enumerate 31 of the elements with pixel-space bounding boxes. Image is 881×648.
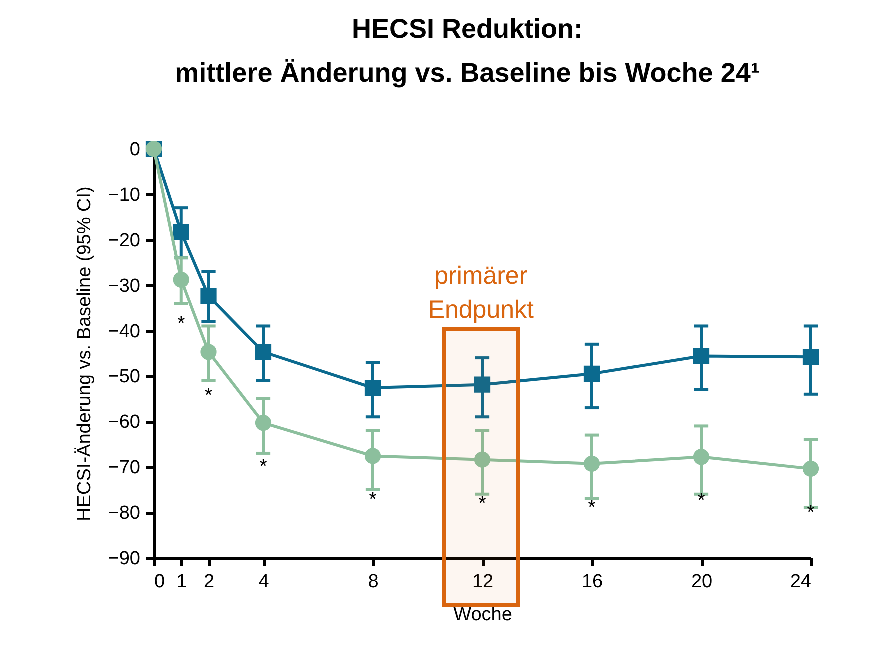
y-tick-label: −80 bbox=[108, 503, 140, 524]
x-tick-label: 16 bbox=[582, 572, 604, 592]
x-tick-label: 20 bbox=[691, 572, 713, 592]
y-tick-label: −90 bbox=[108, 548, 140, 570]
y-tick-label: −60 bbox=[108, 412, 140, 434]
annotation: * bbox=[369, 489, 378, 512]
y-tick-label: −10 bbox=[108, 184, 140, 206]
y-axis-title: HECSI-Änderung vs. Baseline (95% CI) bbox=[74, 186, 96, 522]
x-axis-title: Woche bbox=[454, 604, 512, 626]
chart-title: HECSI Reduktion: mittlere Änderung vs. Baseline bis Woche 24¹ bbox=[175, 14, 760, 88]
annotation: * bbox=[177, 312, 186, 335]
band-label: primärer Endpunkt bbox=[428, 262, 534, 324]
x-tick-label: 8 bbox=[368, 572, 379, 592]
annotation: * bbox=[588, 496, 596, 519]
x-tick-label: 0 bbox=[154, 572, 166, 592]
annotation: * bbox=[478, 492, 487, 515]
annotation: * bbox=[807, 502, 816, 524]
y-tick-label: −30 bbox=[108, 276, 140, 297]
y-tick-label: −20 bbox=[108, 230, 140, 252]
x-tick-label: 1 bbox=[176, 572, 188, 592]
y-tick-label: −70 bbox=[108, 458, 140, 479]
x-tick-label: 24 bbox=[790, 572, 812, 592]
annotation: * bbox=[204, 385, 213, 408]
x-tick-label: 4 bbox=[258, 572, 270, 592]
y-tick-label: −40 bbox=[108, 321, 140, 342]
annotation: * bbox=[698, 490, 706, 512]
y-tick-label: −50 bbox=[108, 366, 140, 388]
annotation: * bbox=[260, 456, 268, 478]
x-tick-label: 12 bbox=[472, 572, 494, 592]
y-tick-label: 0 bbox=[130, 140, 140, 160]
x-tick-label: 2 bbox=[204, 572, 215, 592]
